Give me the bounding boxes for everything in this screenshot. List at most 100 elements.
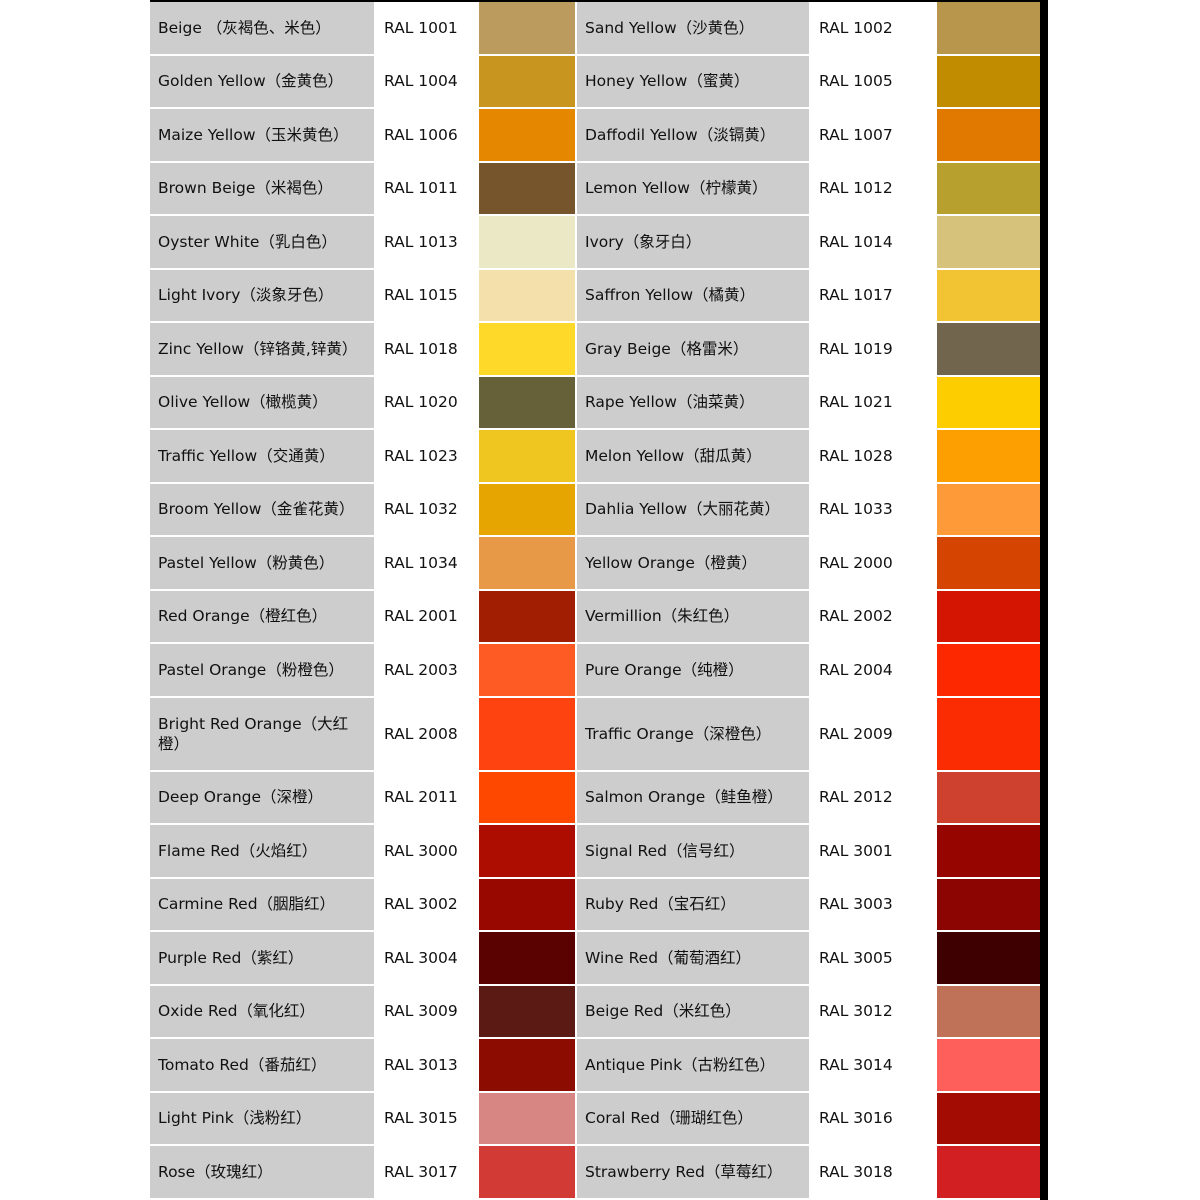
color-swatch — [479, 825, 577, 877]
color-swatch — [479, 162, 577, 214]
ral-code: RAL 1019 — [811, 323, 937, 375]
color-name: Pastel Orange（粉橙色） — [150, 644, 376, 696]
color-name: Purple Red（紫红） — [150, 932, 376, 984]
color-swatch — [937, 590, 1040, 642]
color-swatch — [479, 697, 577, 770]
ral-code: RAL 1014 — [811, 216, 937, 268]
color-swatch — [479, 878, 577, 930]
color-name: Coral Red（珊瑚红色） — [577, 1092, 811, 1144]
ral-code: RAL 3015 — [376, 1092, 479, 1144]
color-name: Daffodil Yellow（淡镉黄） — [577, 109, 811, 161]
ral-code: RAL 2003 — [376, 644, 479, 696]
color-swatch — [479, 771, 577, 823]
ral-code: RAL 1005 — [811, 55, 937, 107]
ral-code: RAL 1017 — [811, 269, 937, 321]
color-name: Bright Red Orange（大红橙） — [150, 697, 376, 770]
table-row: Brown Beige（米褐色） RAL 1011 Lemon Yellow（柠檬黄… — [150, 162, 1040, 216]
table-row: Bright Red Orange（大红橙） RAL 2008 Traffic Or… — [150, 697, 1040, 772]
color-name: Deep Orange（深橙） — [150, 771, 376, 823]
table-row: Red Orange（橙红色） RAL 2001 Vermillion（朱红色） RA… — [150, 590, 1040, 644]
color-swatch — [937, 269, 1040, 321]
color-name: Red Orange（橙红色） — [150, 590, 376, 642]
color-name: Lemon Yellow（柠檬黄） — [577, 162, 811, 214]
ral-code: RAL 3003 — [811, 878, 937, 930]
color-name: Beige （灰褐色、米色） — [150, 2, 376, 54]
table-row: Oyster White（乳白色） RAL 1013 Ivory（象牙白） RAL 1… — [150, 216, 1040, 270]
color-name: Vermillion（朱红色） — [577, 590, 811, 642]
color-name: Gray Beige（格雷米） — [577, 323, 811, 375]
table-row: Beige （灰褐色、米色） RAL 1001 Sand Yellow（沙黄色） RA… — [150, 2, 1040, 56]
color-swatch — [937, 771, 1040, 823]
ral-code: RAL 1034 — [376, 537, 479, 589]
color-swatch — [479, 2, 577, 54]
color-name: Tomato Red（番茄红） — [150, 1039, 376, 1091]
color-swatch — [937, 878, 1040, 930]
color-swatch — [937, 1092, 1040, 1144]
ral-code: RAL 3009 — [376, 985, 479, 1037]
color-name: Maize Yellow（玉米黄色） — [150, 109, 376, 161]
color-name: Salmon Orange（鲑鱼橙） — [577, 771, 811, 823]
color-name: Dahlia Yellow（大丽花黄） — [577, 483, 811, 535]
ral-code: RAL 2000 — [811, 537, 937, 589]
color-name: Light Ivory（淡象牙色） — [150, 269, 376, 321]
color-name: Ivory（象牙白） — [577, 216, 811, 268]
ral-code: RAL 3000 — [376, 825, 479, 877]
table-row: Olive Yellow（橄榄黄） RAL 1020 Rape Yellow（油菜黄… — [150, 376, 1040, 430]
color-swatch — [937, 483, 1040, 535]
color-swatch — [937, 55, 1040, 107]
ral-code: RAL 1023 — [376, 430, 479, 482]
color-name: Brown Beige（米褐色） — [150, 162, 376, 214]
ral-code: RAL 3002 — [376, 878, 479, 930]
table-row: Oxide Red（氧化红） RAL 3009 Beige Red（米红色） RAL … — [150, 985, 1040, 1039]
color-swatch — [937, 537, 1040, 589]
color-swatch — [479, 1146, 577, 1198]
color-name: Saffron Yellow（橘黄） — [577, 269, 811, 321]
ral-code: RAL 3001 — [811, 825, 937, 877]
color-name: Carmine Red（胭脂红） — [150, 878, 376, 930]
ral-code: RAL 3014 — [811, 1039, 937, 1091]
color-swatch — [479, 932, 577, 984]
color-swatch — [937, 932, 1040, 984]
ral-code: RAL 2009 — [811, 697, 937, 770]
color-swatch — [479, 269, 577, 321]
color-swatch — [937, 162, 1040, 214]
color-swatch — [937, 644, 1040, 696]
color-swatch — [937, 323, 1040, 375]
table-row: Golden Yellow（金黄色） RAL 1004 Honey Yellow（蜜… — [150, 55, 1040, 109]
color-name: Traffic Yellow（交通黄） — [150, 430, 376, 482]
table-row: Carmine Red（胭脂红） RAL 3002 Ruby Red（宝石红） RAL… — [150, 878, 1040, 932]
color-name: Strawberry Red（草莓红） — [577, 1146, 811, 1198]
color-name: Honey Yellow（蜜黄） — [577, 55, 811, 107]
table-row: Light Ivory（淡象牙色） RAL 1015 Saffron Yellow（… — [150, 269, 1040, 323]
table-row: Maize Yellow（玉米黄色） RAL 1006 Daffodil Yello… — [150, 109, 1040, 163]
color-name: Antique Pink（古粉红色） — [577, 1039, 811, 1091]
ral-code: RAL 2004 — [811, 644, 937, 696]
color-name: Oyster White（乳白色） — [150, 216, 376, 268]
color-name: Zinc Yellow（锌铬黄,锌黄） — [150, 323, 376, 375]
color-name: Rose（玫瑰红） — [150, 1146, 376, 1198]
table-row: Flame Red（火焰红） RAL 3000 Signal Red（信号红） RAL… — [150, 825, 1040, 879]
color-swatch — [479, 644, 577, 696]
table-row: Broom Yellow（金雀花黄） RAL 1032 Dahlia Yellow（… — [150, 483, 1040, 537]
color-swatch — [479, 537, 577, 589]
ral-code: RAL 2012 — [811, 771, 937, 823]
ral-code: RAL 1015 — [376, 269, 479, 321]
color-name: Rape Yellow（油菜黄） — [577, 376, 811, 428]
ral-color-table: Beige （灰褐色、米色） RAL 1001 Sand Yellow（沙黄色） RA… — [150, 0, 1048, 1200]
table-row: Pastel Yellow（粉黄色） RAL 1034 Yellow Orange（… — [150, 537, 1040, 591]
color-name: Light Pink（浅粉红） — [150, 1092, 376, 1144]
ral-code: RAL 1012 — [811, 162, 937, 214]
color-swatch — [937, 1039, 1040, 1091]
ral-code: RAL 1006 — [376, 109, 479, 161]
color-swatch — [937, 376, 1040, 428]
color-swatch — [937, 1146, 1040, 1198]
ral-code: RAL 3016 — [811, 1092, 937, 1144]
color-name: Olive Yellow（橄榄黄） — [150, 376, 376, 428]
color-swatch — [937, 697, 1040, 770]
ral-code: RAL 1032 — [376, 483, 479, 535]
table-row: Traffic Yellow（交通黄） RAL 1023 Melon Yellow（… — [150, 430, 1040, 484]
table-row: Pastel Orange（粉橙色） RAL 2003 Pure Orange（纯橙… — [150, 644, 1040, 698]
ral-code: RAL 1011 — [376, 162, 479, 214]
ral-code: RAL 3012 — [811, 985, 937, 1037]
ral-code: RAL 1002 — [811, 2, 937, 54]
